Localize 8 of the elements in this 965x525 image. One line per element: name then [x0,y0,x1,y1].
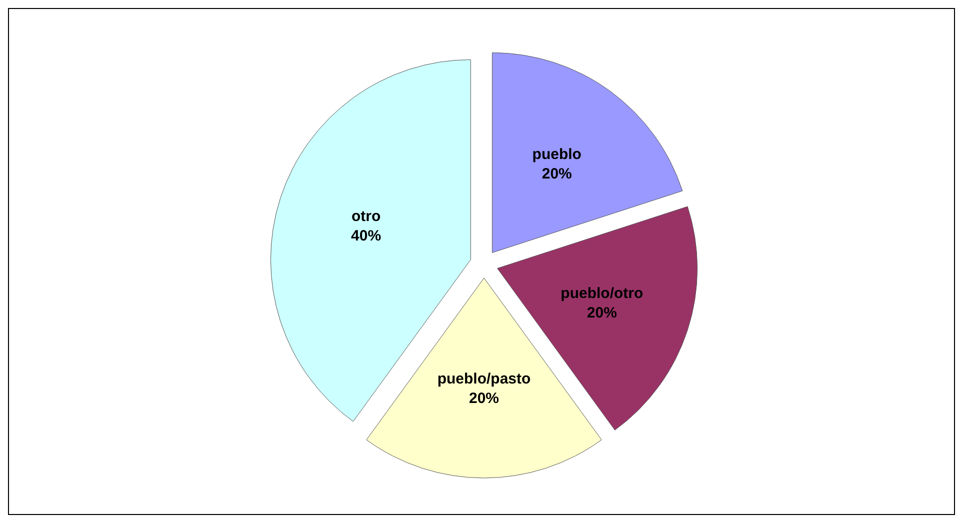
data-label: 40% [351,228,382,245]
slice-label: pueblo [532,146,582,164]
slice-label: otro [351,208,381,226]
data-label: 20% [542,166,572,183]
data-label: 20% [586,304,617,322]
data-label: 20% [468,390,500,407]
slice-label: pueblo/otro [560,284,644,302]
slice-label: pueblo/pasto [437,370,531,388]
